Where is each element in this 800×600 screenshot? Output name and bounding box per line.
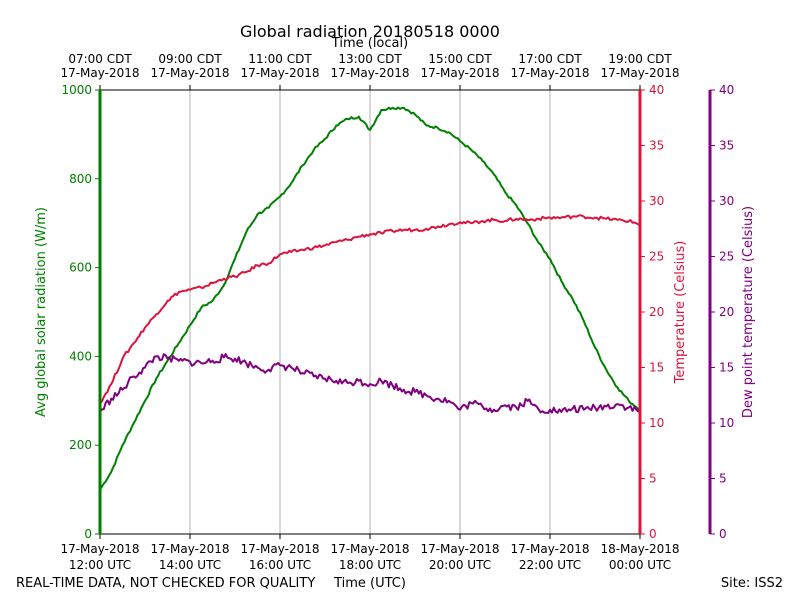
axis-layer: 0200400600800100005101520253035400510152… <box>60 52 734 572</box>
dewpoint-tick-label-3: 15 <box>719 361 734 375</box>
top-tick-time-5: 17:00 CDT <box>518 52 582 66</box>
temperature-tick-label-8: 40 <box>649 83 664 97</box>
bottom-tick-time-1: 14:00 UTC <box>159 558 221 572</box>
footer-quality-note: REAL-TIME DATA, NOT CHECKED FOR QUALITY <box>16 576 315 591</box>
series-radiation-line <box>99 106 641 491</box>
series-layer <box>99 106 641 491</box>
dewpoint-tick-label-1: 5 <box>719 472 727 486</box>
top-tick-time-0: 07:00 CDT <box>68 52 132 66</box>
bottom-tick-date-4: 17-May-2018 <box>420 542 499 556</box>
temperature-axis-label: Temperature (Celsius) <box>673 241 688 385</box>
dewpoint-tick-label-5: 25 <box>719 250 734 264</box>
top-tick-date-3: 17-May-2018 <box>330 66 409 80</box>
top-tick-time-1: 09:00 CDT <box>158 52 222 66</box>
bottom-tick-time-5: 22:00 UTC <box>519 558 581 572</box>
temperature-tick-label-0: 0 <box>649 527 657 541</box>
top-tick-time-3: 13:00 CDT <box>338 52 402 66</box>
bottom-tick-date-2: 17-May-2018 <box>240 542 319 556</box>
temperature-tick-label-4: 20 <box>649 305 664 319</box>
bottom-tick-date-5: 17-May-2018 <box>510 542 589 556</box>
bottom-tick-time-4: 20:00 UTC <box>429 558 491 572</box>
bottom-tick-time-0: 12:00 UTC <box>69 558 131 572</box>
top-tick-date-0: 17-May-2018 <box>60 66 139 80</box>
top-tick-date-5: 17-May-2018 <box>510 66 589 80</box>
bottom-tick-date-1: 17-May-2018 <box>150 542 229 556</box>
temperature-tick-label-7: 35 <box>649 139 664 153</box>
top-tick-date-2: 17-May-2018 <box>240 66 319 80</box>
radiation-tick-label-2: 400 <box>69 349 92 363</box>
dewpoint-axis-label: Dew point temperature (Celsius) <box>741 206 756 418</box>
temperature-tick-label-5: 25 <box>649 250 664 264</box>
top-axis-label: Time (local) <box>331 36 408 51</box>
dewpoint-tick-label-4: 20 <box>719 305 734 319</box>
bottom-tick-date-6: 18-May-2018 <box>600 542 679 556</box>
dewpoint-tick-label-2: 10 <box>719 416 734 430</box>
dewpoint-tick-label-7: 35 <box>719 139 734 153</box>
temperature-tick-label-6: 30 <box>649 194 664 208</box>
radiation-tick-label-5: 1000 <box>61 83 92 97</box>
top-tick-time-4: 15:00 CDT <box>428 52 492 66</box>
grid-layer <box>189 90 551 534</box>
top-tick-date-4: 17-May-2018 <box>420 66 499 80</box>
temperature-tick-label-3: 15 <box>649 361 664 375</box>
dewpoint-tick-label-0: 0 <box>719 527 727 541</box>
chart-title: Global radiation 20180518 0000 <box>240 22 500 41</box>
footer-site-label: Site: ISS2 <box>721 576 783 591</box>
x-axis-label: Time (UTC) <box>333 576 406 591</box>
series-dewpoint-line <box>99 353 641 414</box>
bottom-tick-date-0: 17-May-2018 <box>60 542 139 556</box>
dewpoint-tick-label-6: 30 <box>719 194 734 208</box>
radiation-axis-label: Avg global solar radiation (W/m) <box>34 207 49 417</box>
radiation-tick-label-3: 600 <box>69 261 92 275</box>
temperature-tick-label-1: 5 <box>649 472 657 486</box>
radiation-tick-label-4: 800 <box>69 172 92 186</box>
dewpoint-tick-label-8: 40 <box>719 83 734 97</box>
top-tick-time-6: 19:00 CDT <box>608 52 672 66</box>
top-tick-time-2: 11:00 CDT <box>248 52 312 66</box>
bottom-tick-time-2: 16:00 UTC <box>249 558 311 572</box>
radiation-tick-label-1: 200 <box>69 438 92 452</box>
bottom-tick-time-3: 18:00 UTC <box>339 558 401 572</box>
temperature-tick-label-2: 10 <box>649 416 664 430</box>
top-tick-date-6: 17-May-2018 <box>600 66 679 80</box>
series-temperature-line <box>99 214 641 404</box>
radiation-tick-label-0: 0 <box>84 527 92 541</box>
bottom-tick-date-3: 17-May-2018 <box>330 542 409 556</box>
bottom-tick-time-6: 00:00 UTC <box>609 558 671 572</box>
top-tick-date-1: 17-May-2018 <box>150 66 229 80</box>
